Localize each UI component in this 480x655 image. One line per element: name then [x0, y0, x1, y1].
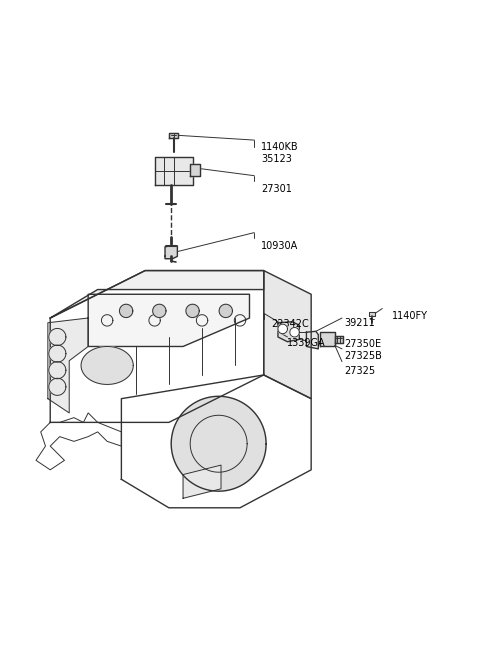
Text: 27325B: 27325B — [344, 351, 382, 361]
Text: 1140KB
35123: 1140KB 35123 — [261, 142, 299, 164]
Polygon shape — [48, 318, 88, 413]
Text: 39211: 39211 — [344, 318, 375, 328]
Polygon shape — [278, 324, 288, 333]
Polygon shape — [190, 164, 200, 176]
Polygon shape — [50, 271, 264, 318]
Polygon shape — [49, 345, 66, 362]
Polygon shape — [186, 305, 199, 318]
Polygon shape — [169, 133, 179, 138]
Polygon shape — [120, 305, 133, 318]
Polygon shape — [369, 312, 375, 316]
Text: 1140FY: 1140FY — [392, 310, 428, 321]
Polygon shape — [183, 465, 221, 498]
Polygon shape — [81, 346, 133, 384]
Text: 27301: 27301 — [261, 184, 292, 194]
Polygon shape — [306, 331, 318, 349]
Polygon shape — [50, 271, 264, 422]
Polygon shape — [49, 362, 66, 379]
Polygon shape — [335, 336, 343, 343]
Polygon shape — [171, 396, 266, 491]
Polygon shape — [153, 305, 166, 318]
Polygon shape — [121, 375, 311, 508]
Text: 22342C: 22342C — [271, 319, 309, 329]
Polygon shape — [264, 271, 311, 399]
Polygon shape — [88, 294, 250, 346]
Polygon shape — [290, 328, 300, 337]
Polygon shape — [49, 379, 66, 396]
Polygon shape — [155, 157, 192, 185]
Polygon shape — [49, 328, 66, 346]
Text: 1339GA: 1339GA — [288, 338, 326, 348]
Text: 10930A: 10930A — [261, 241, 299, 251]
Text: 27325: 27325 — [344, 366, 375, 376]
Polygon shape — [165, 246, 178, 259]
Polygon shape — [219, 305, 232, 318]
Polygon shape — [320, 332, 335, 346]
Text: 27350E: 27350E — [344, 339, 382, 349]
Polygon shape — [278, 322, 300, 342]
